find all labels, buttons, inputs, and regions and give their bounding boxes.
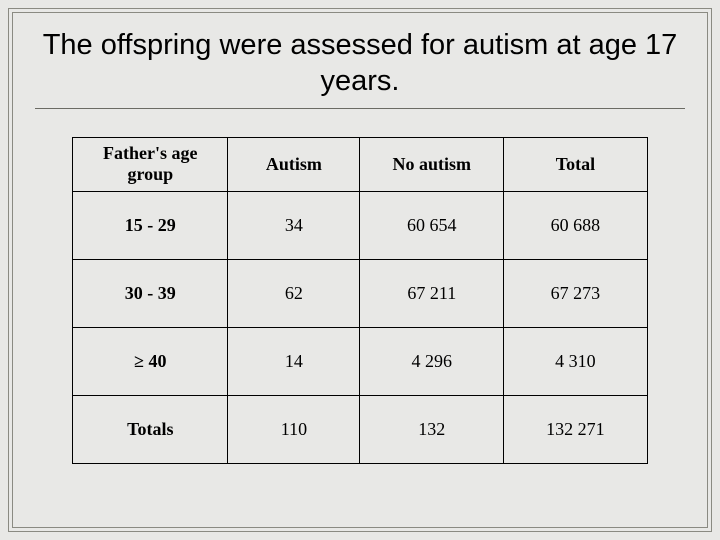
table-header-row: Father's age group Autism No autism Tota…	[73, 137, 648, 191]
col-header: Father's age group	[73, 137, 228, 191]
row-label: 15 - 29	[73, 191, 228, 259]
cell: 4 310	[504, 327, 648, 395]
cell: 67 273	[504, 259, 648, 327]
slide-content: The offspring were assessed for autism a…	[13, 13, 707, 527]
cell: 34	[228, 191, 360, 259]
cell: 4 296	[360, 327, 504, 395]
cell: 60 688	[504, 191, 648, 259]
cell: 67 211	[360, 259, 504, 327]
col-header: No autism	[360, 137, 504, 191]
table-row: 15 - 29 34 60 654 60 688	[73, 191, 648, 259]
table-row: 30 - 39 62 67 211 67 273	[73, 259, 648, 327]
row-label: ≥ 40	[73, 327, 228, 395]
row-label: 30 - 39	[73, 259, 228, 327]
col-header: Total	[504, 137, 648, 191]
cell: 62	[228, 259, 360, 327]
title-underline	[35, 108, 685, 109]
cell: 132 271	[504, 395, 648, 463]
row-label: Totals	[73, 395, 228, 463]
cell: 14	[228, 327, 360, 395]
cell: 60 654	[360, 191, 504, 259]
col-header: Autism	[228, 137, 360, 191]
table-row: Totals 110 132 132 271	[73, 395, 648, 463]
cell: 132	[360, 395, 504, 463]
data-table: Father's age group Autism No autism Tota…	[72, 137, 648, 464]
slide-title: The offspring were assessed for autism a…	[33, 27, 687, 100]
table-row: ≥ 40 14 4 296 4 310	[73, 327, 648, 395]
cell: 110	[228, 395, 360, 463]
